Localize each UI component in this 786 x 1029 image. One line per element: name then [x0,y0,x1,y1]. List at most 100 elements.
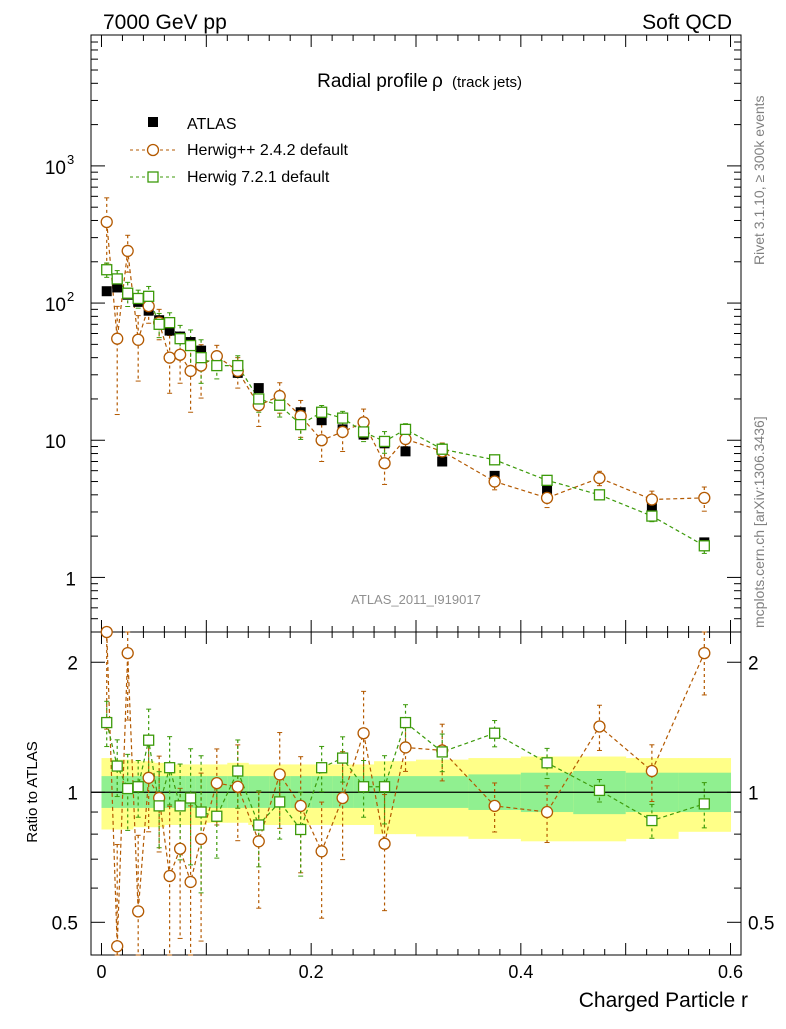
header-right: Soft QCD [642,11,732,34]
ratio-y-tick-label-right: 0.5 [748,913,774,934]
herwig7-point [122,782,134,795]
side-label-rivet: Rivet 3.1.10, ≥ 300k events [751,95,767,265]
herwig7-point [488,454,501,466]
herwigpp-point [315,434,328,447]
herwig7-point [593,489,606,501]
plot-title-suffix: (track jets) [452,74,522,91]
herwigpp-point [593,471,606,485]
legend-marker-atlas [148,117,158,127]
herwigpp-point [121,646,134,660]
herwigpp-point [336,425,349,439]
herwig7-point [646,814,658,827]
atlas-point [542,485,553,496]
herwig7-point [174,333,186,345]
herwig7-point [274,796,286,808]
x-tick-label: 0 [96,962,106,982]
herwig7-point [211,359,223,372]
herwigpp-point [163,351,176,364]
herwig7-point [336,412,349,424]
herwig7-point [143,734,155,746]
herwig7-point [153,800,165,812]
herwig7-line [106,269,705,547]
herwigpp-point [357,727,370,740]
herwig7-point [163,316,176,329]
herwig7-point [174,800,186,812]
herwig7-ratio-line [106,721,705,831]
herwigpp-point [645,493,659,506]
herwig7-point [143,290,155,302]
herwig7-point [122,287,134,299]
herwigpp-point [163,869,176,883]
herwig7-point [593,784,606,797]
herwigpp-point [132,333,145,346]
herwig7-point [101,264,113,276]
x-tick-label: 0.2 [299,962,324,982]
herwigpp-point [399,432,412,446]
atlas-point [112,282,123,293]
y-tick-label: 10 [45,295,66,316]
herwig7-point [232,765,244,777]
ratio-y-tick-label-right: 1 [748,783,759,804]
herwigpp-point [488,475,501,488]
herwigpp-point [357,416,370,429]
herwigpp-point [399,741,412,754]
atlas-point [400,446,411,457]
herwig7-point [295,823,307,836]
herwigpp-point [173,348,187,361]
herwigpp-line [106,221,705,501]
herwig7-point [357,781,370,793]
herwig7-point [378,435,391,448]
herwig7-point [488,727,501,739]
herwigpp-point [100,625,113,639]
x-axis-label: Charged Particle r [579,989,748,1012]
atlas-point [101,286,112,297]
herwigpp-point [294,799,307,813]
herwig7-point [315,406,328,418]
herwig7-point [132,292,144,305]
herwig7-point [436,746,448,758]
side-label-mcplots: mcplots.cern.ch [arXiv:1306.3436] [751,416,767,628]
herwig7-point [163,762,176,774]
y-tick-label: 10 [45,432,66,453]
atlas-point [253,383,264,394]
herwigpp-point [132,905,145,918]
ratio-y-tick-label: 1 [67,783,78,804]
herwig7-point [357,426,370,438]
atlas-point [164,325,175,336]
herwig7-point [399,716,412,729]
herwigpp-point [231,780,244,793]
herwigpp-point [698,491,711,505]
legend: ATLAS Herwig++ 2.4.2 default Herwig 7.2.… [130,116,349,186]
herwigpp-point [210,776,223,790]
axis-layer [90,34,742,956]
plot-title-symbol: ρ [432,71,443,92]
legend-label-atlas: ATLAS [187,116,237,133]
herwigpp-point [378,457,391,470]
y-tick-label: 10 [45,158,66,179]
herwig7-point [399,423,412,436]
herwigpp-point [336,791,349,805]
ratio-y-tick-label-right: 2 [748,653,759,674]
herwig7-point [274,399,286,411]
y-tick-exponent: 2 [67,289,74,304]
herwig7-point [101,716,113,729]
herwig7-point [132,781,144,793]
herwig7-point [541,474,553,487]
legend-label-herwigpp: Herwig++ 2.4.2 default [187,142,349,159]
herwigpp-point [698,646,711,660]
herwig7-point [153,318,165,330]
watermark: ATLAS_2011_I919017 [351,592,481,607]
herwig7-point [195,352,207,364]
data-layer [100,197,711,956]
plot-title: Radial profile [317,71,428,92]
herwig7-point [295,418,307,431]
herwig7-point [184,339,197,352]
herwigpp-point [593,720,606,733]
ratio-y-tick-label: 0.5 [52,913,78,934]
herwig7-point [253,393,265,405]
herwigpp-point [378,837,391,850]
herwigpp-point [540,805,554,819]
herwigpp-point [111,332,124,345]
herwig7-point [698,540,710,552]
